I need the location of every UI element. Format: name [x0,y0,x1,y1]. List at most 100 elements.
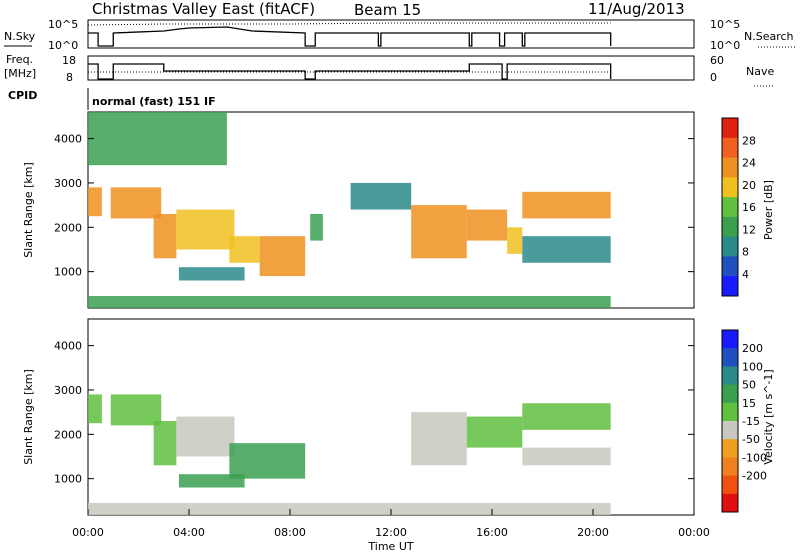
noise-tick-right-top: 10^5 [710,18,740,31]
colorbar-tick-label: -200 [742,470,767,483]
x-tick-label: 04:00 [173,526,205,539]
data-region [153,213,177,259]
noise-tick-left-top: 10^5 [48,18,78,31]
data-region [110,394,162,426]
freq-panel [87,55,695,81]
data-region [88,112,227,166]
x-tick-label: 00:00 [72,526,104,539]
nsky-label: N.Sky [4,30,36,43]
x-tick-label: 16:00 [476,526,508,539]
colorbar-swatch [722,236,738,257]
colorbar-tick-label: -100 [742,451,767,464]
velocity-colorbar: 200 100 50 15 -15 -50 -100 -200 [721,329,767,513]
y-tick-label: 3000 [54,177,82,190]
colorbar-tick-label: 100 [742,360,763,373]
colorbar-swatch [722,177,738,198]
data-region [178,267,245,281]
colorbar-tick-label: 8 [742,246,749,259]
freq-lines [88,63,612,80]
data-region [522,236,611,263]
colorbar-swatch [722,493,738,513]
colorbar-swatch [722,457,738,477]
y-tick-label: 3000 [54,384,82,397]
data-region [153,420,177,466]
colorbar-tick-label: 12 [742,223,756,236]
velocity-colorbar-label: Velocity [m s^-1] [762,369,775,464]
colorbar-swatch [722,402,738,422]
data-region [229,443,306,479]
data-region [229,236,260,263]
beam-label: Beam 15 [354,1,421,19]
cpid-label: CPID [8,89,37,102]
freq-tick-left-bottom: 8 [66,71,73,84]
nsearch-label: N.Search [744,30,794,43]
x-tick-label: 20:00 [577,526,609,539]
power-colorbar: 4 8 12 16 20 24 28 [721,117,756,297]
data-region [350,182,412,210]
station-title: Christmas Valley East (fitACF) [92,0,315,18]
y-tick-label: 2000 [54,221,82,234]
colorbar-swatch [722,118,738,139]
data-region [88,296,611,308]
colorbar-tick-label: 24 [742,157,756,170]
colorbar-tick-label: 4 [742,268,749,281]
data-region [176,416,235,457]
nsky-trace [88,26,612,47]
velocity-yaxis-label: Slant Range [km] [22,369,35,465]
freq-trace [88,63,612,80]
colorbar-tick-label: 28 [742,134,756,147]
y-tick-label: 4000 [54,340,82,353]
data-region [411,205,467,259]
y-tick-label: 2000 [54,428,82,441]
noise-tick-right-bottom: 10^0 [710,39,740,52]
nave-label: Nave [746,65,774,78]
data-region [259,236,306,277]
data-region [110,187,162,219]
colorbar-swatch [722,157,738,178]
x-tick-label: 12:00 [375,526,407,539]
colorbar-tick-label: -50 [742,433,760,446]
colorbar-tick-label: 20 [742,179,756,192]
colorbar-swatch [722,475,738,495]
data-region [176,209,235,250]
data-region [88,394,102,424]
date-label: 11/Aug/2013 [588,0,685,18]
freq-label: Freq. [6,53,33,66]
freq-tick-right-top: 60 [710,54,724,67]
data-region [466,209,508,241]
data-region [522,403,611,430]
y-tick-label: 4000 [54,133,82,146]
colorbar-tick-label: -15 [742,415,760,428]
freq-tick-right-bottom: 0 [710,71,717,84]
colorbar-swatch [722,276,738,297]
x-tick-label: 00:00 [678,526,710,539]
x-ticks: 00:00 04:00 08:00 12:00 16:00 20:00 00:00 [72,509,710,539]
data-region [522,447,611,466]
freq-unit-label: [MHz] [4,67,36,80]
data-region [310,213,323,241]
data-region [88,187,102,217]
colorbar-swatch [722,439,738,458]
colorbar-swatch [722,366,738,386]
velocity-regions [88,394,611,515]
nsearch-trace [87,22,611,26]
freq-tick-left-top: 18 [62,54,76,67]
colorbar-swatch [722,330,738,349]
colorbar-swatch [722,256,738,277]
power-yticks: 1000 2000 3000 4000 [54,133,694,279]
data-region [411,412,467,466]
y-tick-label: 1000 [54,473,82,486]
colorbar-swatch [722,137,738,159]
velocity-yticks: 1000 2000 3000 4000 [54,340,694,486]
xaxis-label: Time UT [367,540,413,553]
noise-lines [87,22,612,47]
colorbar-swatch [722,197,738,218]
power-regions [88,112,611,308]
colorbar-swatch [722,216,738,238]
data-region [88,503,611,515]
data-region [466,416,523,448]
colorbar-frame [721,117,739,297]
colorbar-swatch [722,421,738,440]
y-tick-label: 1000 [54,266,82,279]
